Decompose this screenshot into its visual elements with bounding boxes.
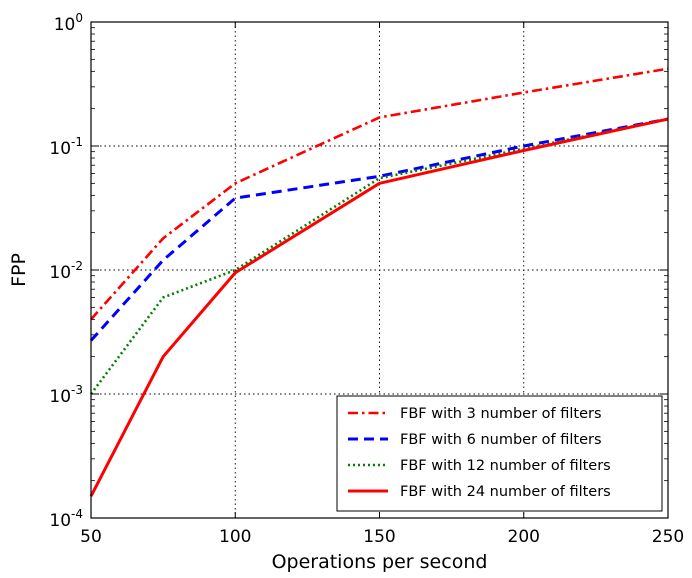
ticks-layer [90,21,669,519]
grid-layer [91,22,668,518]
y-tick-label: 10-2 [49,259,83,283]
series-line-1 [90,67,669,321]
x-axis-title: Operations per second [272,551,488,573]
y-tick-label: 10-3 [49,383,83,407]
y-tick-label: 10-1 [49,135,83,159]
x-tick-label: 200 [508,527,540,547]
y-axis-title: FPP [8,253,30,287]
legend-label-2: FBF with 6 number of filters [400,432,602,448]
x-tick-label: 100 [219,527,251,547]
x-tick-label: 250 [652,527,684,547]
x-tick-label: 150 [363,527,395,547]
series-layer [89,67,669,497]
labels-layer: 50 100 150 200 250 100 10-1 10-2 10-3 10-4 [49,11,684,547]
y-tick-label: 10-4 [49,507,83,531]
series-line-2 [89,117,669,342]
legend-label-4: FBF with 24 number of filters [400,484,611,500]
legend-box [336,395,663,512]
x-tick-label: 50 [80,527,102,547]
legend-label-3: FBF with 12 number of filters [400,458,611,474]
legend: FBF with 3 number of filters FBF with 6 n… [336,395,663,512]
y-tick-label: 100 [54,11,83,35]
series-line-4 [89,117,669,497]
legend-label-1: FBF with 3 number of filters [400,406,602,422]
